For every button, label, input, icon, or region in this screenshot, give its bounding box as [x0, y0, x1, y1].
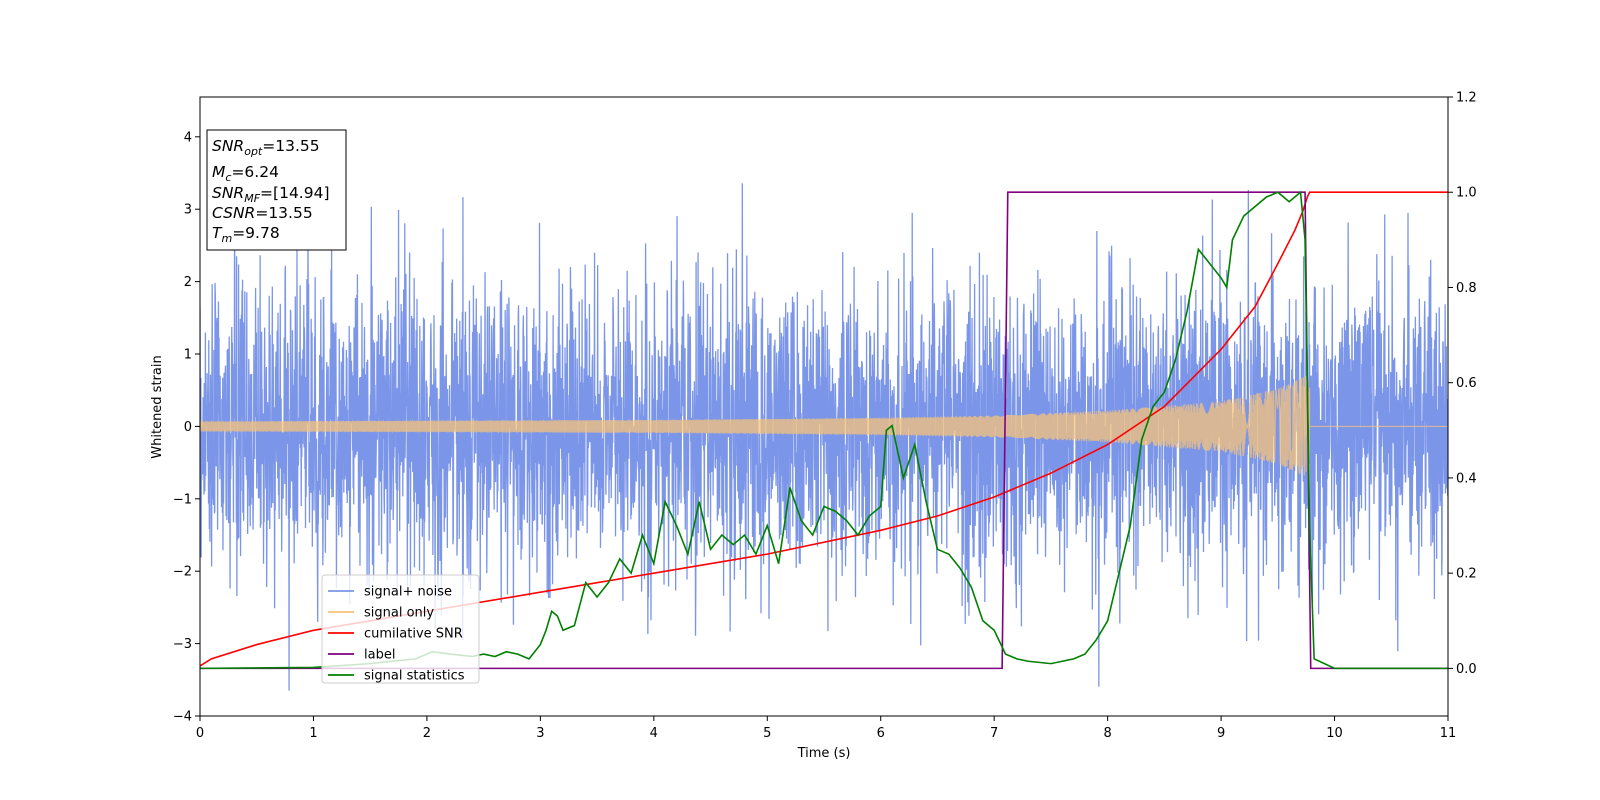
legend-label: signal statistics	[364, 669, 465, 684]
info-line: Mc=6.24	[212, 163, 279, 184]
info-value: =13.55	[262, 137, 319, 155]
y-left-tick-label: 0	[184, 420, 192, 435]
x-tick-label: 3	[536, 726, 544, 741]
x-tick-label: 6	[877, 726, 885, 741]
info-subscript: c	[225, 171, 231, 184]
y-right-tick-label: 0.6	[1456, 376, 1477, 391]
info-symbol: CSNR	[212, 204, 255, 222]
x-tick-label: 4	[650, 726, 658, 741]
y-right-tick-label: 0.0	[1456, 662, 1477, 677]
info-line: SNRMF=[14.94]	[212, 184, 330, 205]
info-subscript: m	[221, 232, 232, 245]
info-subscript: opt	[244, 145, 263, 158]
y-right-tick-label: 1.2	[1456, 91, 1477, 106]
series-signal-statistics	[200, 190, 1448, 670]
y-left-tick-label: 1	[184, 348, 192, 363]
y-left-tick-label: −1	[173, 492, 192, 507]
legend-frame	[321, 574, 480, 684]
info-line: CSNR=13.55	[212, 204, 313, 222]
legend-label: signal+ noise	[364, 585, 452, 600]
x-tick-label: 11	[1440, 726, 1457, 741]
info-value: =6.24	[231, 163, 279, 181]
y-left-tick-label: 3	[184, 203, 192, 218]
x-tick-label: 5	[763, 726, 771, 741]
info-symbol: SNR	[212, 184, 244, 202]
info-line: Tm=9.78	[212, 224, 280, 245]
info-symbol: M	[212, 163, 225, 181]
x-tick-label: 0	[196, 726, 204, 741]
info-symbol: T	[212, 224, 223, 242]
y-left-tick-label: −2	[173, 565, 192, 580]
plot-frame	[199, 96, 1449, 717]
x-tick-label: 10	[1326, 726, 1343, 741]
y-right-tick-label: 0.8	[1456, 281, 1477, 296]
y-axis-label: Whitened strain	[150, 355, 165, 458]
legend-label: label	[364, 648, 395, 663]
y-right-tick-label: 0.2	[1456, 567, 1477, 582]
info-symbol: SNR	[212, 137, 244, 155]
info-subscript: MF	[244, 192, 260, 205]
ticks-layer: 0 1 2 3 4 5 6 7 8 9 10 11 −4 −3 −2 −1 0 1 2 3 4 0.0 0.2 0.4 0.6 0…	[173, 91, 1477, 742]
y-right-tick-label: 1.0	[1456, 186, 1477, 201]
info-box-frame	[206, 129, 347, 251]
y-right-tick-label: 0.4	[1456, 471, 1477, 486]
x-tick-label: 1	[309, 726, 317, 741]
legend-label: signal only	[364, 606, 434, 621]
x-tick-label: 2	[423, 726, 431, 741]
x-tick-label: 8	[1103, 726, 1111, 741]
y-left-tick-label: 4	[184, 130, 192, 145]
y-left-tick-label: −3	[173, 637, 192, 652]
info-value: =9.78	[232, 224, 280, 242]
info-box: SNRopt=13.55Mc=6.24SNRMF=[14.94]CSNR=13.…	[206, 129, 347, 251]
info-value: =[14.94]	[260, 184, 329, 202]
y-left-tick-label: 2	[184, 275, 192, 290]
legend: signal+ noise signal only cumilative SNR la…	[321, 574, 480, 684]
x-axis-label: Time (s)	[797, 746, 851, 761]
x-tick-label: 9	[1217, 726, 1225, 741]
y-left-tick-label: −4	[173, 710, 192, 725]
info-line: SNRopt=13.55	[212, 137, 320, 158]
legend-label: cumilative SNR	[364, 627, 463, 642]
x-tick-label: 7	[990, 726, 998, 741]
info-value: =13.55	[255, 204, 312, 222]
